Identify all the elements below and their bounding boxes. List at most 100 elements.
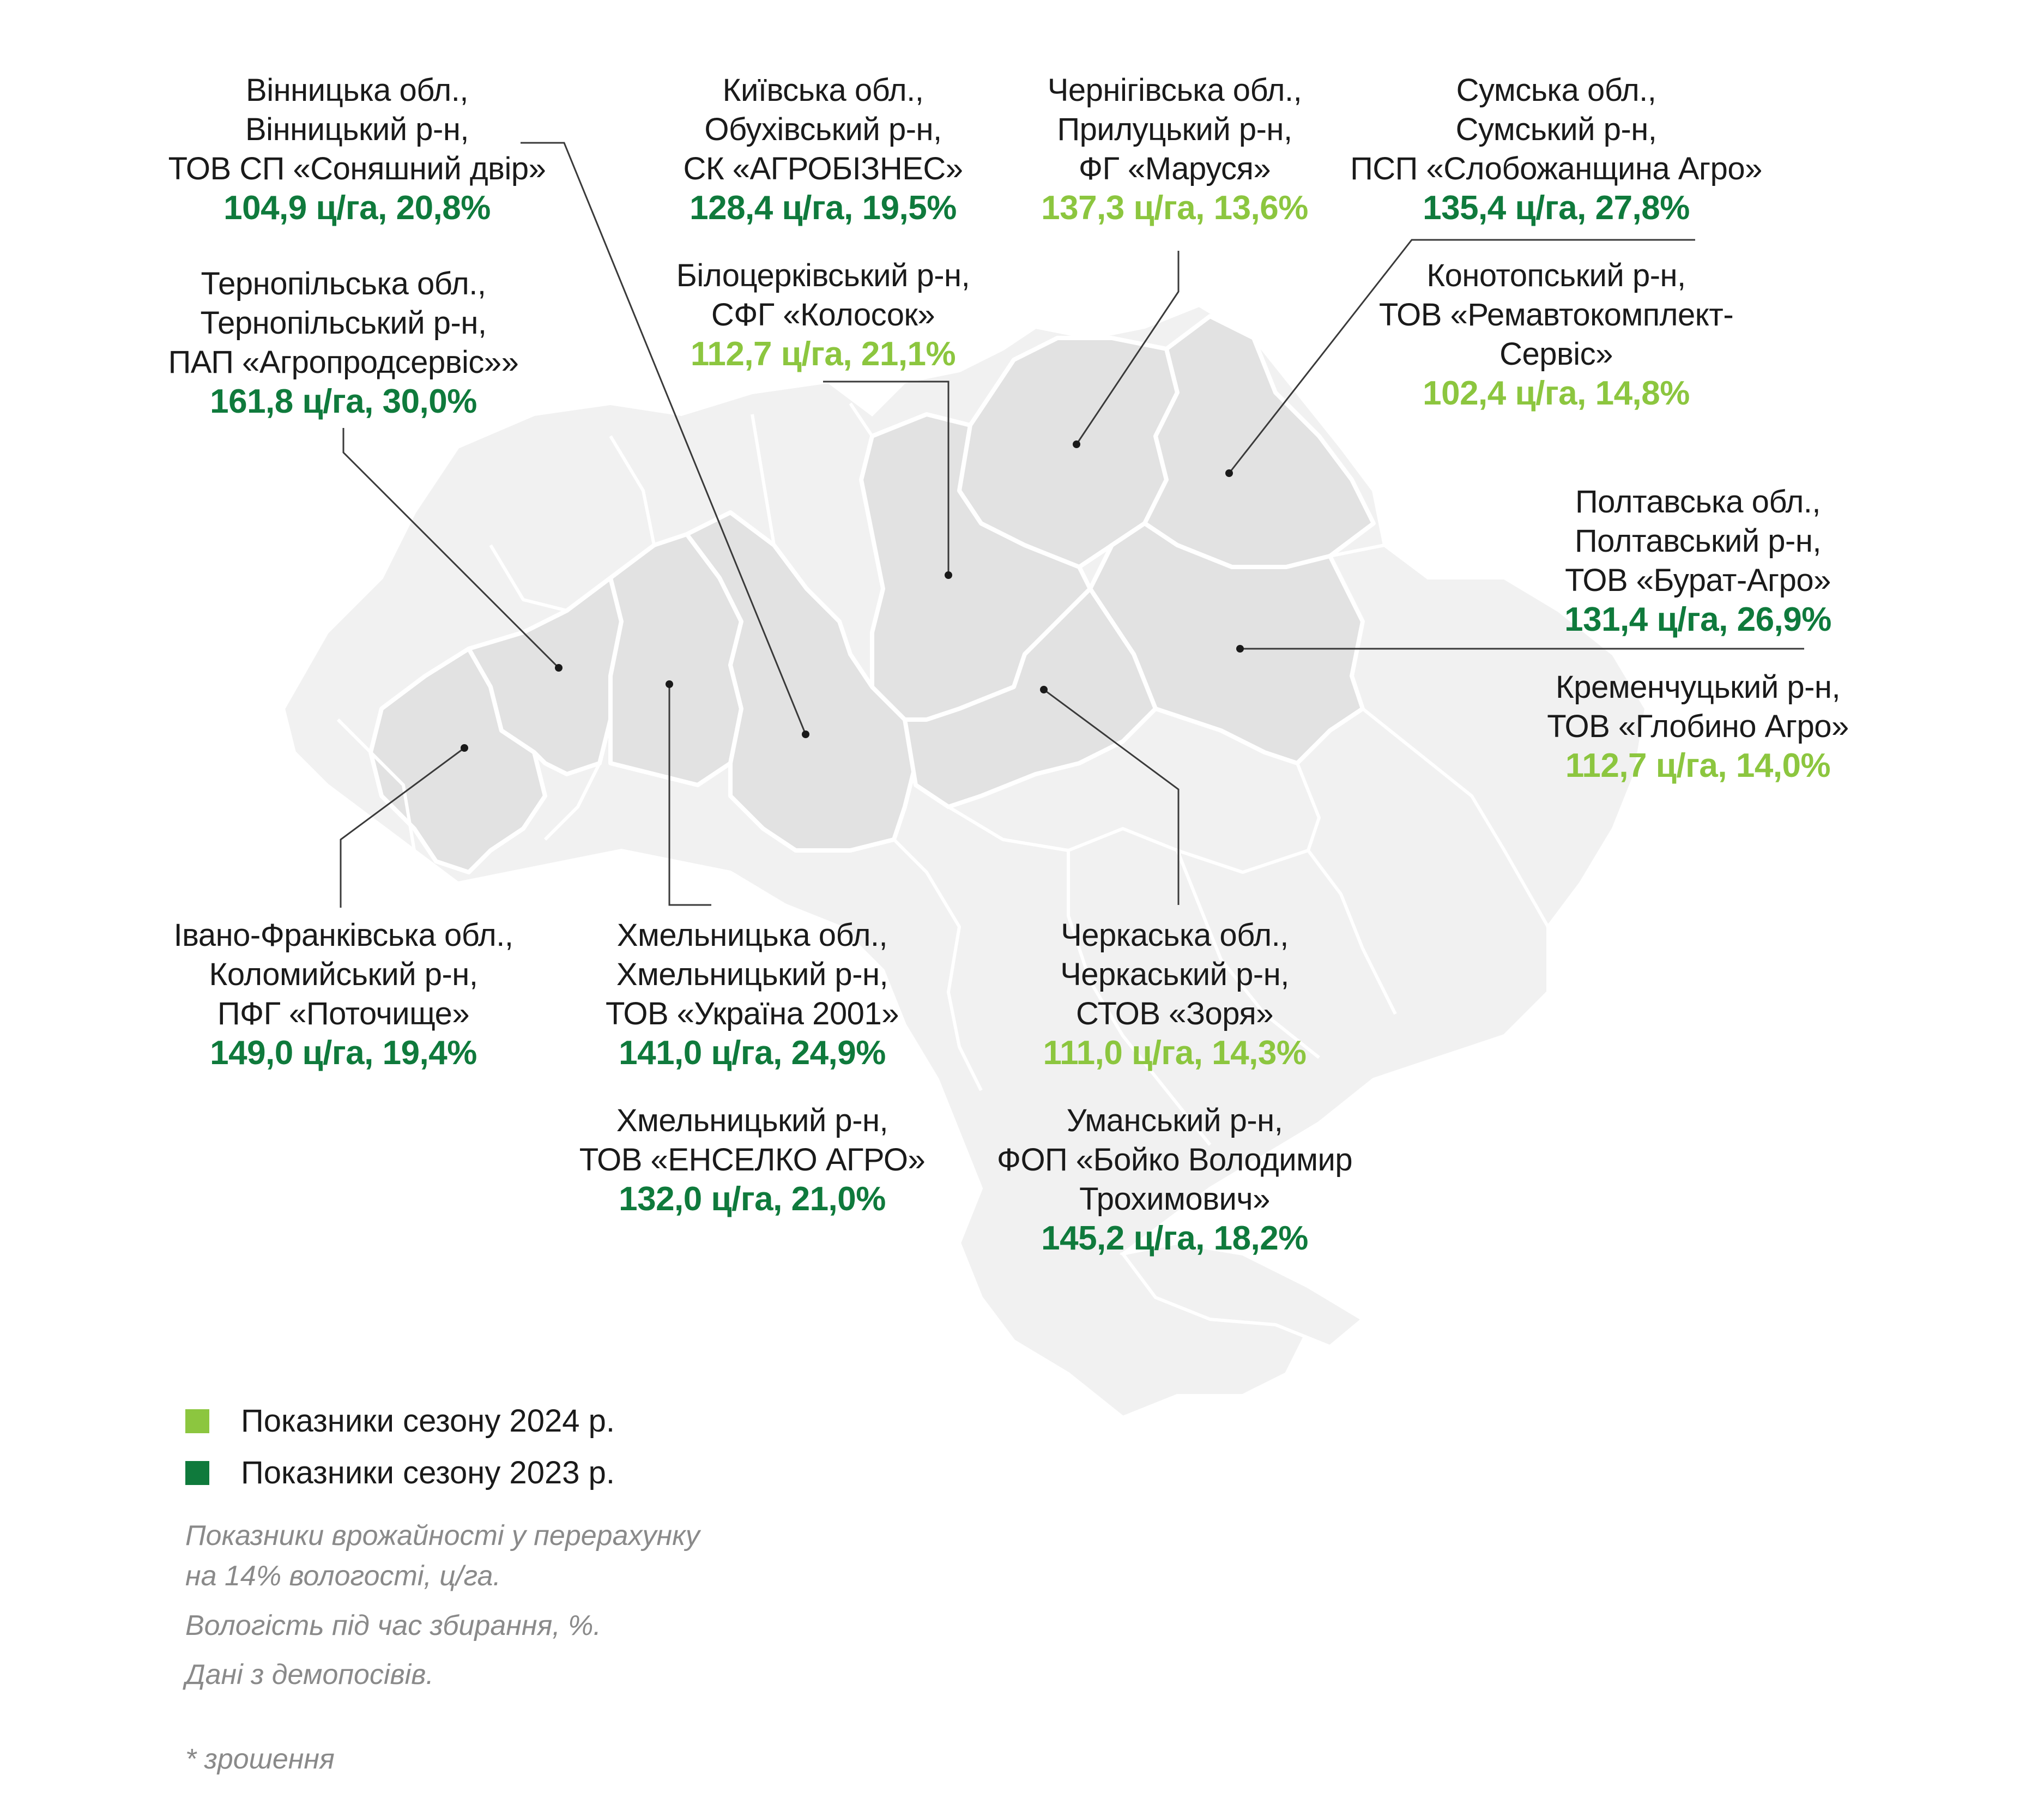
label-line: Черкаський р-н, <box>1060 957 1289 992</box>
label-kyiv: Київська обл., Обухівський р-н, СК «АГРО… <box>551 71 1096 228</box>
note-line-4: Дані з демопосівів. <box>185 1659 434 1691</box>
label-line: Кременчуцький р-н, <box>1555 669 1841 705</box>
label-line: Тернопільський р-н, <box>200 305 487 341</box>
leader-lines <box>340 142 1804 908</box>
label-line: Коломийський р-н, <box>209 957 478 992</box>
yield-value: 131,4 ц/га, 26,9% <box>1564 601 1831 638</box>
dot-bila-tserkva <box>945 571 952 579</box>
dot-ternopil <box>555 664 563 672</box>
yield-value: 137,3 ц/га, 13,6% <box>1041 189 1308 227</box>
label-line: Сумська обл., <box>1456 73 1656 108</box>
label-line: Прилуцький р-н, <box>1057 112 1292 147</box>
dot-poltava <box>1236 645 1244 653</box>
label-line: Обухівський р-н, <box>704 112 942 147</box>
highlighted-regions <box>368 314 1376 874</box>
location-dots <box>461 440 1244 752</box>
label-ternopil: Тернопільська обл., Тернопільський р-н, … <box>71 264 616 421</box>
label-cherkasy: Черкаська обл., Черкаський р-н, СТОВ «Зо… <box>902 916 1447 1073</box>
label-line: Київська обл., <box>722 73 924 108</box>
label-line: Сервіс» <box>1499 336 1613 372</box>
yield-value: 145,2 ц/га, 18,2% <box>1041 1220 1308 1257</box>
yield-value: 149,0 ц/га, 19,4% <box>210 1034 477 1072</box>
label-line: ТОВ «Глобино Агро» <box>1547 709 1849 744</box>
label-line: ТОВ «Ремавтокомплект- <box>1378 297 1734 333</box>
label-sumy: Сумська обл., Сумський р-н, ПСП «Слобожа… <box>1284 71 1829 228</box>
label-khmelnytskyi: Хмельницька обл., Хмельницький р-н, ТОВ … <box>480 916 1025 1073</box>
label-line: Тернопільська обл., <box>201 266 486 301</box>
label-vinnytsia: Вінницька обл., Вінницький р-н, ТОВ СП «… <box>84 71 630 228</box>
label-line: ТОВ «ЕНСЕЛКО АГРО» <box>579 1142 926 1178</box>
label-line: ТОВ СП «Соняшний двір» <box>168 151 546 186</box>
label-ivano-frankivsk: Івано-Франківська обл., Коломийський р-н… <box>71 916 616 1073</box>
label-line: Хмельницький р-н, <box>616 957 888 992</box>
label-line: ТОВ «Бурат-Агро» <box>1565 563 1831 598</box>
yield-value: 132,0 ц/га, 21,0% <box>619 1180 886 1218</box>
yield-value: 104,9 ц/га, 20,8% <box>223 189 491 227</box>
leader-cherkasy <box>1043 689 1180 905</box>
yield-value: 111,0 ц/га, 14,3% <box>1043 1034 1307 1072</box>
leader-vinnytsia <box>521 142 807 735</box>
label-line: Полтавська обл., <box>1575 484 1821 520</box>
legend-swatch-2024 <box>185 1409 209 1433</box>
label-line: Вінницький р-н, <box>245 112 469 147</box>
leader-sumy <box>1228 239 1695 474</box>
label-line: СТОВ «Зоря» <box>1075 996 1274 1031</box>
label-line: ПСП «Слобожанщина Агро» <box>1350 151 1762 186</box>
leader-ternopil <box>342 428 560 669</box>
leader-khmelnytskyi <box>668 684 711 906</box>
base-borders <box>336 402 1550 1146</box>
yield-value: 161,8 ц/га, 30,0% <box>210 383 477 420</box>
label-line: Івано-Франківська обл., <box>173 917 513 953</box>
label-khmelnytskyi-2: Хмельницький р-н, ТОВ «ЕНСЕЛКО АГРО» 132… <box>480 1101 1025 1219</box>
label-line: Сумський р-н, <box>1455 112 1657 147</box>
dot-khmelnytskyi <box>666 680 673 688</box>
yield-value: 112,7 ц/га, 21,1% <box>690 335 956 373</box>
label-line: Вінницька обл., <box>246 73 468 108</box>
label-line: Черкаська обл., <box>1061 917 1289 953</box>
label-kremenchuk: Кременчуцький р-н, ТОВ «Глобино Агро» 11… <box>1425 668 1970 786</box>
note-humidity: Вологість під час збирання, %. <box>185 1605 601 1646</box>
yield-value: 112,7 ц/га, 14,0% <box>1565 747 1831 784</box>
label-bila-tserkva: Білоцерківський р-н, СФГ «Колосок» 112,7… <box>551 256 1096 374</box>
legend-label-2023: Показники сезону 2023 р. <box>241 1455 615 1490</box>
label-line: СК «АГРОБІЗНЕС» <box>683 151 963 186</box>
label-line: Уманський р-н, <box>1066 1103 1283 1138</box>
dot-chernihiv <box>1073 440 1080 448</box>
label-line: ТОВ «Україна 2001» <box>606 996 899 1031</box>
note-line-1: Показники врожайності у перерахунку <box>185 1520 700 1552</box>
label-konotop: Конотопський р-н, ТОВ «Ремавтокомплект- … <box>1284 256 1829 413</box>
leader-bila-tserkva <box>823 381 950 575</box>
leader-chernihiv <box>1075 251 1180 445</box>
label-line: Білоцерківський р-н, <box>676 258 970 293</box>
note-yield: Показники врожайності у перерахунку на 1… <box>185 1516 700 1596</box>
yield-value: 135,4 ц/га, 27,8% <box>1423 189 1690 227</box>
label-line: ПФГ «Поточище» <box>217 996 470 1031</box>
footnote-irrigation: * зрошення <box>185 1739 335 1779</box>
yield-value: 128,4 ц/га, 19,5% <box>690 189 957 227</box>
dot-vinnytsia <box>802 731 809 738</box>
note-line-2: на 14% вологості, ц/га. <box>185 1560 501 1592</box>
label-line: Чернігівська обл., <box>1047 73 1302 108</box>
yield-value: 141,0 ц/га, 24,9% <box>619 1034 886 1072</box>
legend-item-2023: Показники сезону 2023 р. <box>185 1454 615 1491</box>
label-line: Хмельницький р-н, <box>616 1103 888 1138</box>
note-line-3: Вологість під час збирання, %. <box>185 1610 601 1641</box>
label-line: ПАП «Агропродсервіс»» <box>168 345 519 380</box>
yield-value: 102,4 ц/га, 14,8% <box>1423 375 1690 412</box>
label-line: ФОП «Бойко Володимир <box>996 1142 1353 1178</box>
label-line: СФГ «Колосок» <box>711 297 935 333</box>
label-chernihiv: Чернігівська обл., Прилуцький р-н, ФГ «М… <box>902 71 1447 228</box>
map-crimea <box>1120 1241 1366 1349</box>
label-line: Конотопський р-н, <box>1426 258 1686 293</box>
legend-item-2024: Показники сезону 2024 р. <box>185 1403 615 1439</box>
label-line: Полтавський р-н, <box>1574 523 1822 559</box>
dot-ivano-frankivsk <box>461 744 468 752</box>
label-line: Трохимович» <box>1079 1181 1270 1217</box>
label-line: ФГ «Маруся» <box>1078 151 1271 186</box>
leader-ivano-frankivsk <box>340 747 465 908</box>
note-demo: Дані з демопосівів. <box>185 1655 434 1695</box>
region-ternopil <box>467 576 624 776</box>
label-poltava: Полтавська обл., Полтавський р-н, ТОВ «Б… <box>1425 482 1970 639</box>
dot-cherkasy <box>1040 686 1048 693</box>
